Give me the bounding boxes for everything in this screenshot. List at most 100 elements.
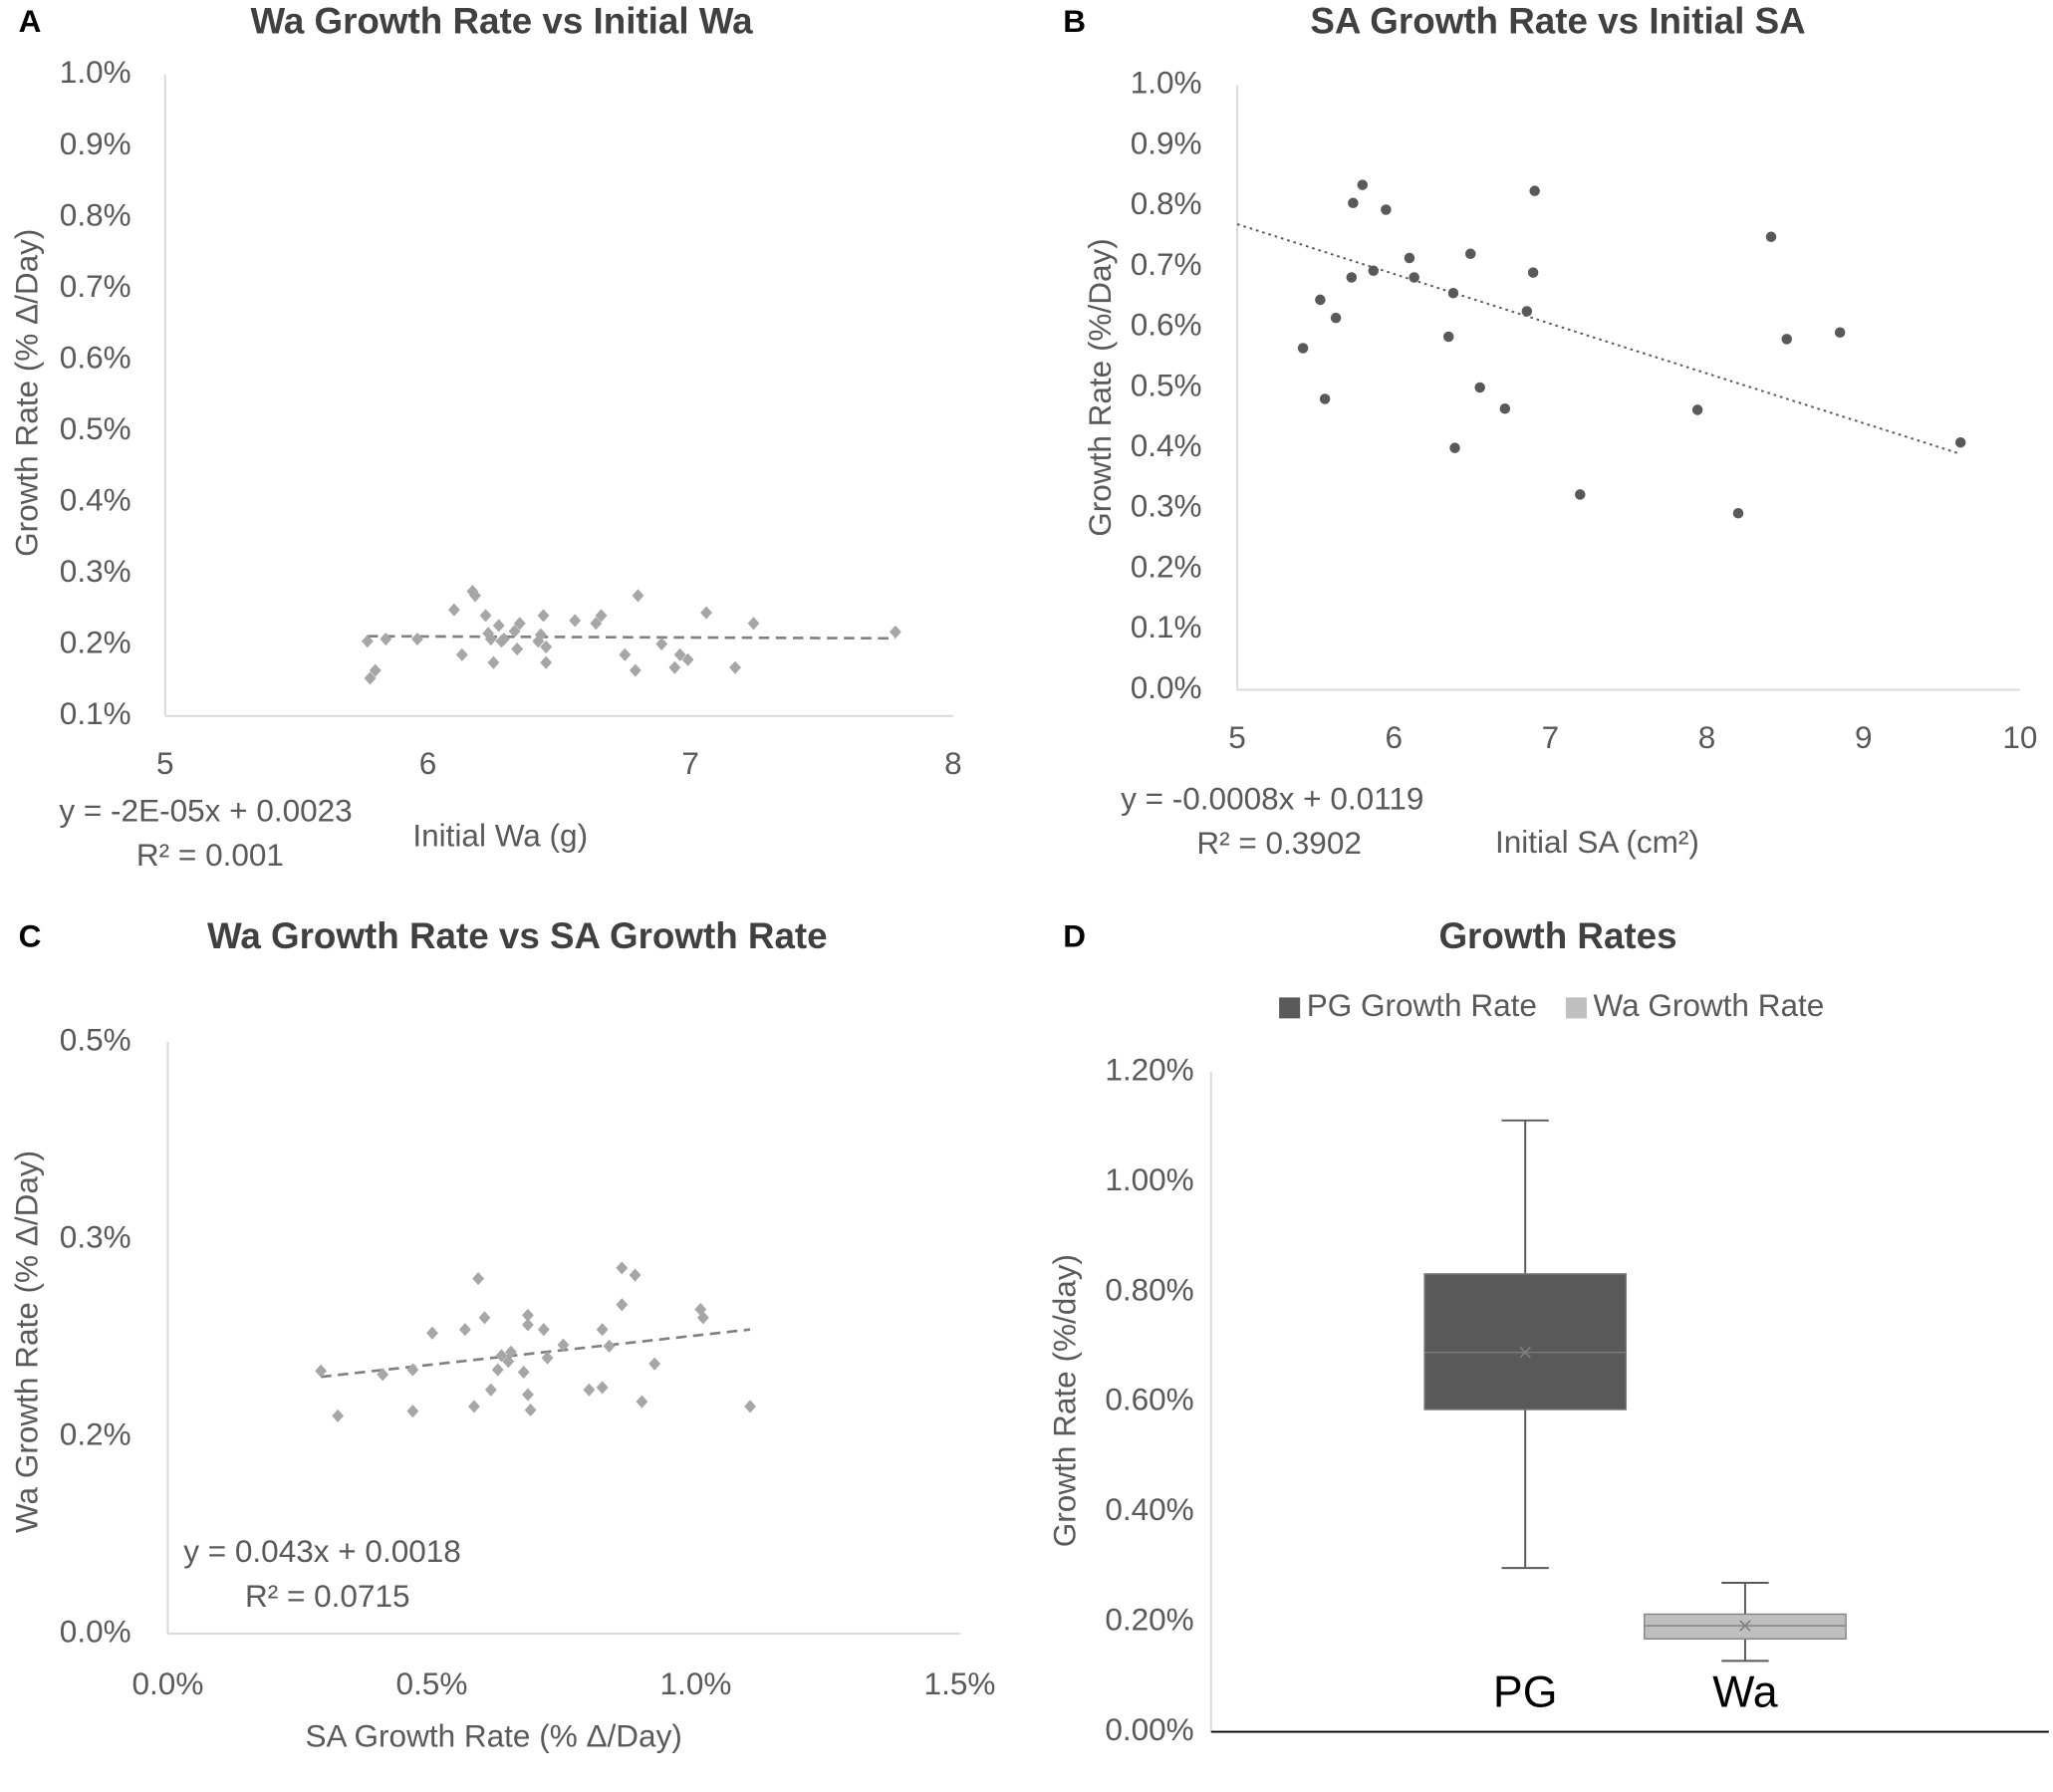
x-tick-label: 0.5% [396,1665,468,1701]
y-tick-label: 0.7% [60,268,131,304]
y-tick-label: 0.8% [1131,185,1202,221]
y-axis-label: Growth Rate (%/day) [1047,1254,1083,1547]
point [1409,272,1419,283]
point [315,1364,328,1378]
point [632,589,644,603]
chart-title: Wa Growth Rate vs Initial Wa [250,0,753,41]
point [447,603,460,617]
point [1368,265,1380,277]
x-tick-label: 10 [2002,719,2037,755]
point [511,641,524,656]
point [1297,343,1309,354]
y-tick-label: 0.8% [60,196,131,232]
point [1447,288,1459,299]
point [517,1365,530,1380]
y-tick-label: 0.1% [1131,609,1202,644]
point [1319,393,1331,404]
point [467,1400,480,1413]
x-tick-label: 5 [156,745,174,781]
r-squared: R² = 0.001 [136,837,284,873]
y-axis-label: Growth Rate (% Δ/Day) [8,229,44,557]
point [377,1368,389,1382]
point [1330,312,1342,324]
point [492,619,505,633]
point [673,647,686,661]
r-squared: R² = 0.0715 [245,1578,410,1614]
point [1954,436,1966,448]
point [537,1323,550,1337]
point [596,1323,609,1337]
point [1499,402,1511,414]
r-squared: R² = 0.3902 [1196,825,1362,861]
mean-marker [1739,1620,1751,1632]
y-tick-label: 0.3% [1131,488,1202,524]
y-tick-label: 0.3% [60,1218,131,1254]
chart-title: Growth Rates [1438,915,1676,956]
point [889,625,901,639]
point [648,1357,661,1371]
point [426,1326,438,1340]
panel-letter: B [1063,3,1086,39]
point [505,1345,517,1359]
trendline [367,635,896,640]
point [479,609,492,623]
y-tick-label: 1.00% [1105,1161,1193,1197]
point [364,671,377,685]
panel-letter: A [19,3,42,39]
point [1781,334,1792,345]
point [540,640,553,653]
y-tick-label: 0.9% [1131,125,1202,160]
point [487,655,500,669]
point [616,1298,629,1312]
point [1404,252,1415,264]
x-axis-label: SA Growth Rate (% Δ/Day) [305,1717,681,1753]
y-tick-label: 1.0% [1131,65,1202,101]
x-tick-label: 8 [944,745,962,781]
point [1381,204,1392,215]
point [484,1383,497,1397]
x-tick-label: 0.0% [132,1665,204,1701]
y-tick-label: 0.80% [1105,1271,1193,1307]
point [1449,442,1460,453]
point [495,1349,508,1363]
point [629,1268,642,1282]
point [696,1311,709,1325]
point [1348,197,1359,209]
point [619,647,632,661]
x-tick-label: 6 [419,745,437,781]
x-tick-label: PG [1493,1668,1558,1717]
panel-letter: C [19,918,42,954]
y-tick-label: 0.40% [1105,1491,1193,1527]
point [458,1323,471,1337]
chart-title: Wa Growth Rate vs SA Growth Rate [207,915,828,956]
y-tick-label: 0.9% [60,126,131,161]
point [1527,267,1539,278]
point [380,632,392,646]
y-tick-label: 0.2% [60,625,131,660]
point [569,614,582,628]
point [744,1400,756,1413]
y-tick-label: 0.7% [1131,246,1202,282]
point [406,1405,419,1418]
point [1765,231,1777,243]
point [541,1351,554,1365]
legend-label: PG Growth Rate [1307,987,1537,1023]
point [524,1403,537,1417]
point [1521,306,1533,317]
x-tick-label: 1.5% [924,1665,996,1701]
x-axis-label: Initial SA (cm²) [1495,824,1699,860]
y-axis-label: Growth Rate (%/Day) [1082,238,1118,536]
point [616,1261,629,1275]
point [557,1338,570,1352]
point [472,1272,485,1286]
point [1357,179,1369,190]
point [596,1381,609,1395]
point [1691,404,1703,415]
y-tick-label: 0.4% [1131,427,1202,463]
point [603,1339,616,1353]
y-tick-label: 0.0% [60,1613,131,1649]
y-tick-label: 0.1% [60,695,131,731]
mean-marker [1519,1346,1531,1359]
y-tick-label: 0.5% [60,1021,131,1057]
